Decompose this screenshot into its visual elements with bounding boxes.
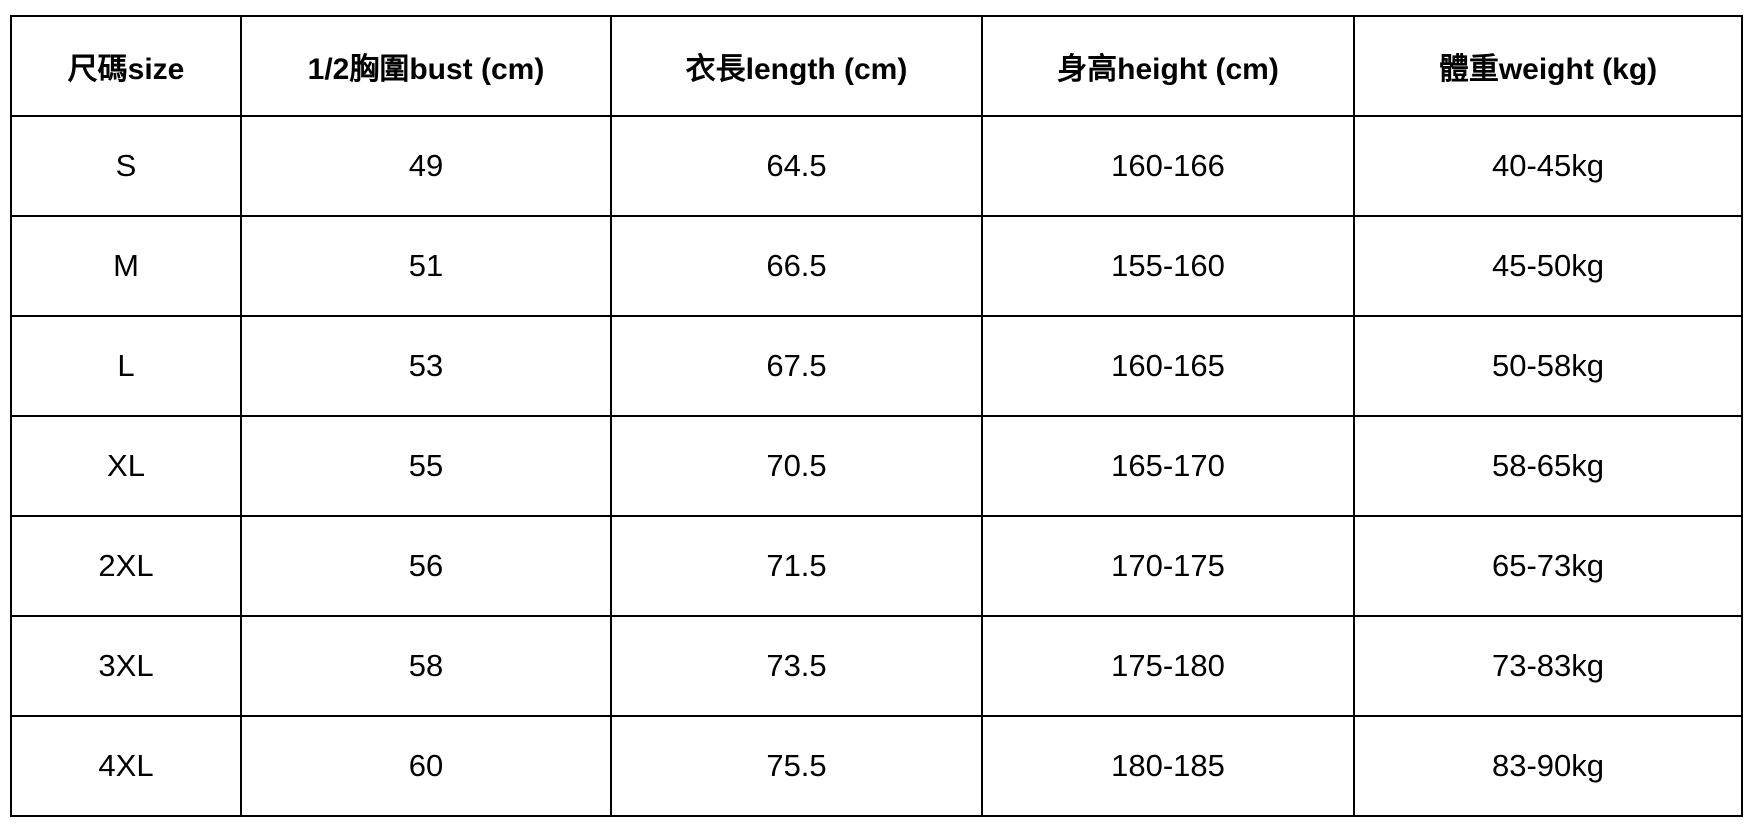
table-row-3XL: 3XL 58 73.5 175-180 73-83kg — [10, 615, 1743, 717]
column-header-size: 尺碼size — [10, 15, 242, 117]
height-cell: 180-185 — [981, 715, 1355, 817]
bust-cell: 51 — [240, 215, 612, 317]
size-cell: XL — [10, 415, 242, 517]
size-cell: 4XL — [10, 715, 242, 817]
table-row-XL: XL 55 70.5 165-170 58-65kg — [10, 415, 1743, 517]
length-cell: 71.5 — [610, 515, 983, 617]
table-row-4XL: 4XL 60 75.5 180-185 83-90kg — [10, 715, 1743, 817]
table-row-S: S 49 64.5 160-166 40-45kg — [10, 115, 1743, 217]
length-cell: 73.5 — [610, 615, 983, 717]
weight-cell: 65-73kg — [1353, 515, 1743, 617]
size-chart-table: 尺碼size 1/2胸圍bust (cm) 衣長length (cm) 身高heigh… — [10, 15, 1743, 817]
height-cell: 175-180 — [981, 615, 1355, 717]
size-cell: 3XL — [10, 615, 242, 717]
length-cell: 67.5 — [610, 315, 983, 417]
column-header-bust: 1/2胸圍bust (cm) — [240, 15, 612, 117]
weight-cell: 40-45kg — [1353, 115, 1743, 217]
height-cell: 155-160 — [981, 215, 1355, 317]
length-cell: 66.5 — [610, 215, 983, 317]
height-cell: 160-165 — [981, 315, 1355, 417]
column-header-height: 身高height (cm) — [981, 15, 1355, 117]
size-chart: 尺碼size 1/2胸圍bust (cm) 衣長length (cm) 身高heigh… — [10, 15, 1743, 817]
height-cell: 160-166 — [981, 115, 1355, 217]
bust-cell: 60 — [240, 715, 612, 817]
size-cell: M — [10, 215, 242, 317]
column-header-length: 衣長length (cm) — [610, 15, 983, 117]
bust-cell: 55 — [240, 415, 612, 517]
table-row-M: M 51 66.5 155-160 45-50kg — [10, 215, 1743, 317]
weight-cell: 50-58kg — [1353, 315, 1743, 417]
height-cell: 170-175 — [981, 515, 1355, 617]
size-cell: 2XL — [10, 515, 242, 617]
length-cell: 75.5 — [610, 715, 983, 817]
column-header-weight: 體重weight (kg) — [1353, 15, 1743, 117]
height-cell: 165-170 — [981, 415, 1355, 517]
bust-cell: 53 — [240, 315, 612, 417]
bust-cell: 56 — [240, 515, 612, 617]
size-cell: S — [10, 115, 242, 217]
header-row: 尺碼size 1/2胸圍bust (cm) 衣長length (cm) 身高heigh… — [10, 15, 1743, 117]
table-row-2XL: 2XL 56 71.5 170-175 65-73kg — [10, 515, 1743, 617]
weight-cell: 83-90kg — [1353, 715, 1743, 817]
weight-cell: 45-50kg — [1353, 215, 1743, 317]
length-cell: 70.5 — [610, 415, 983, 517]
bust-cell: 58 — [240, 615, 612, 717]
length-cell: 64.5 — [610, 115, 983, 217]
size-cell: L — [10, 315, 242, 417]
table-row-L: L 53 67.5 160-165 50-58kg — [10, 315, 1743, 417]
weight-cell: 73-83kg — [1353, 615, 1743, 717]
weight-cell: 58-65kg — [1353, 415, 1743, 517]
bust-cell: 49 — [240, 115, 612, 217]
